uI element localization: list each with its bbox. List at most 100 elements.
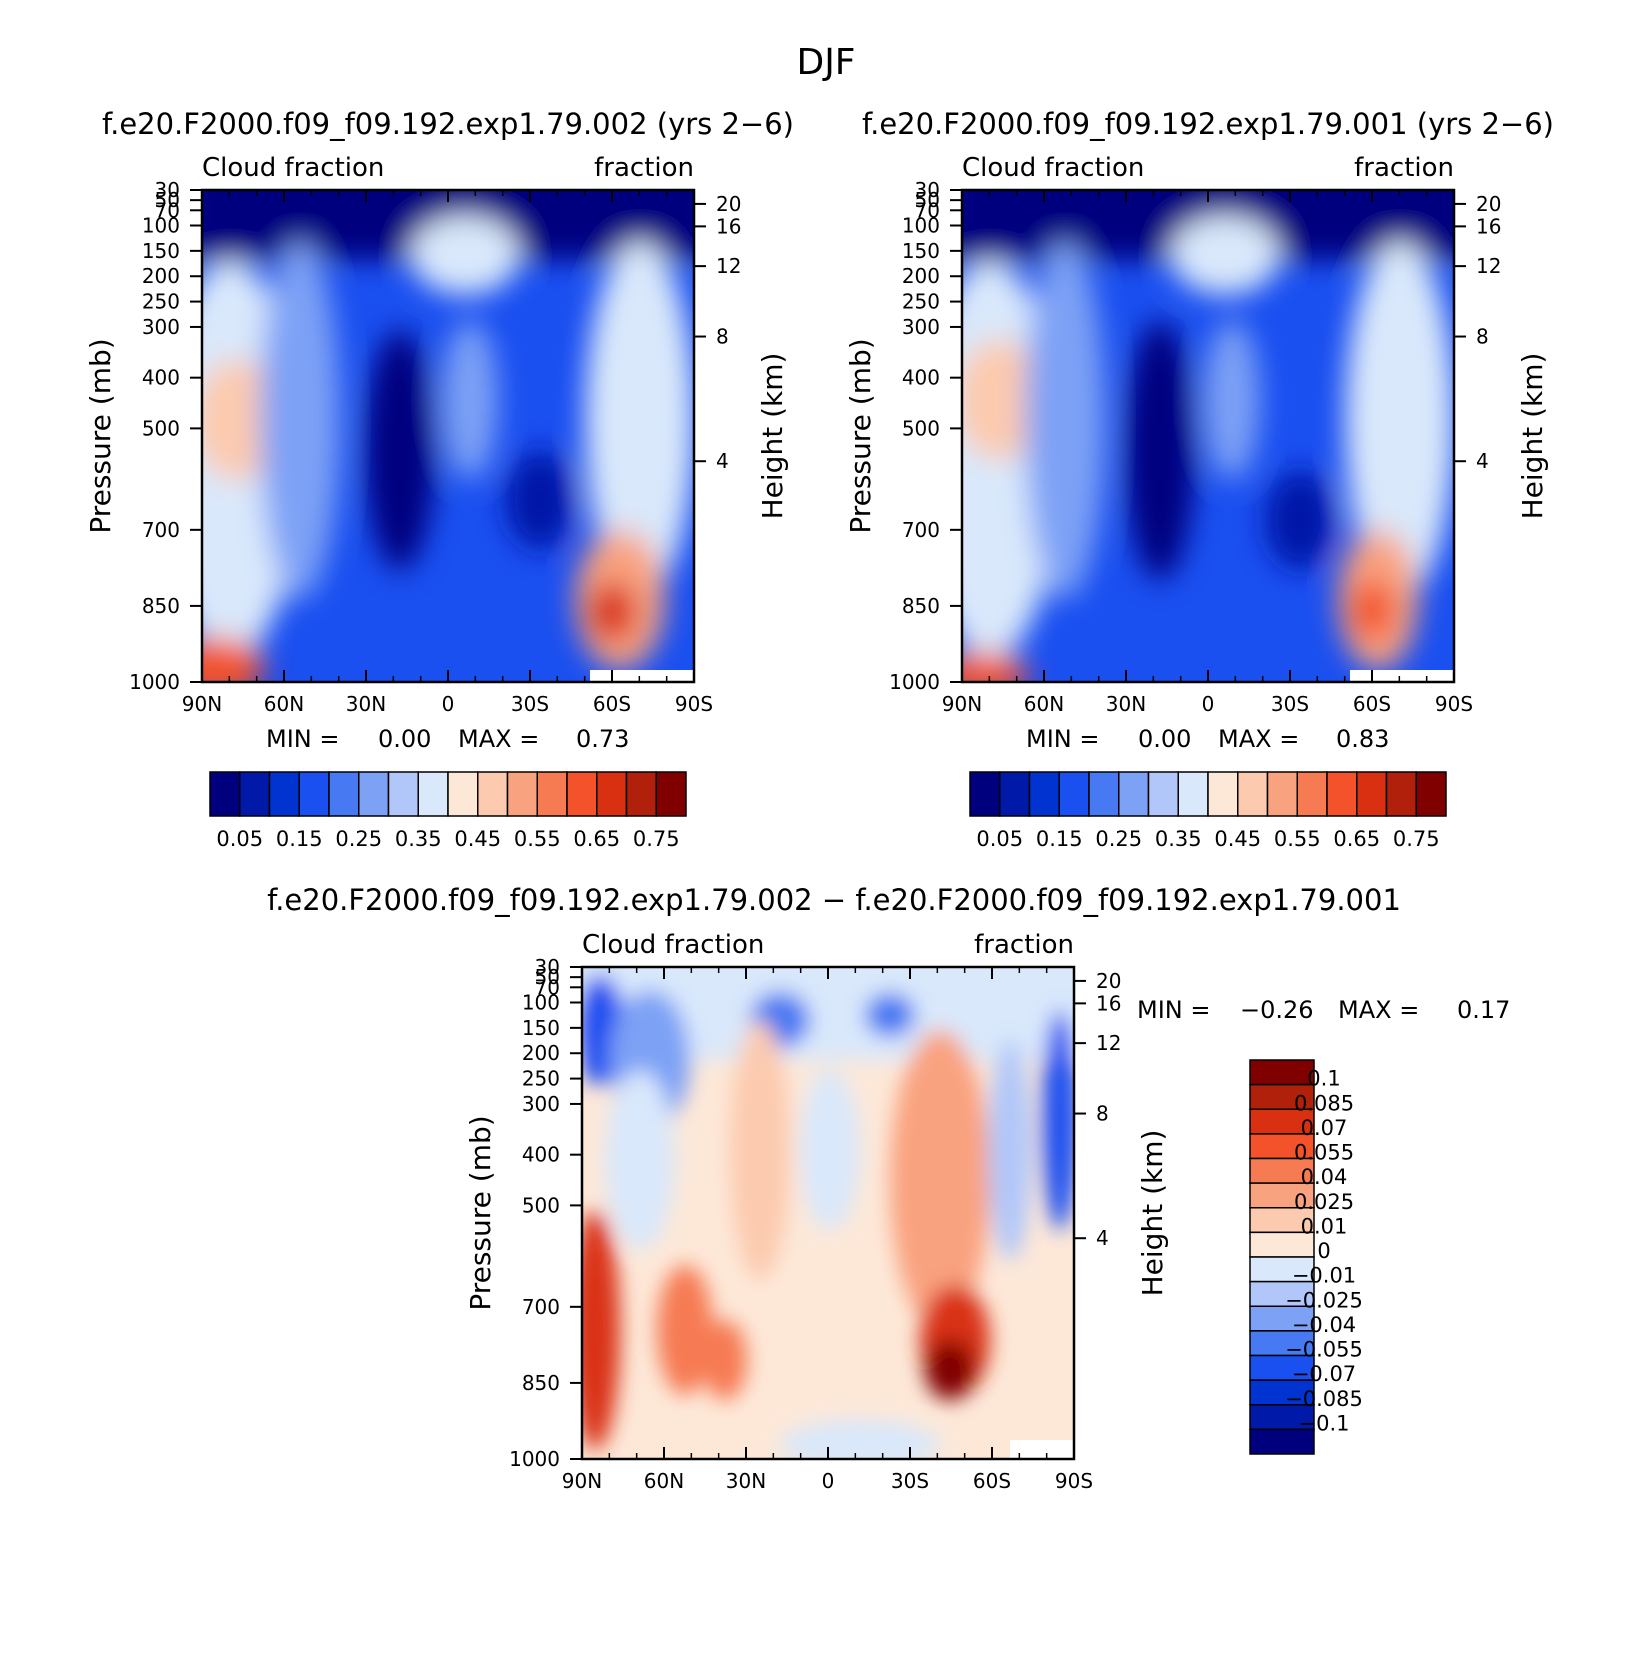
colorbar-label: 0.75 bbox=[633, 827, 680, 851]
x-tick-label: 30S bbox=[1271, 692, 1309, 716]
colorbar: 0.10.0850.070.0550.040.0250.010−0.01−0.0… bbox=[1249, 1059, 1363, 1455]
x-tick-label: 0 bbox=[822, 1469, 835, 1493]
colorbar-swatch bbox=[1249, 1280, 1315, 1307]
colorbar-swatch bbox=[209, 771, 241, 817]
colorbar-swatch bbox=[536, 771, 568, 817]
colorbar-label: 0.75 bbox=[1393, 827, 1440, 851]
y-tick-label: 30 bbox=[915, 178, 940, 202]
panel-model-002: f.e20.F2000.f09_f09.192.exp1.79.002 (yrs… bbox=[84, 107, 794, 851]
colorbar-swatch bbox=[1249, 1157, 1315, 1184]
y-tick-label: 200 bbox=[142, 264, 180, 288]
y-right-tick-label: 20 bbox=[1096, 969, 1121, 993]
y-axis-label: Pressure (mb) bbox=[84, 338, 117, 533]
y-right-tick-label: 12 bbox=[1096, 1031, 1121, 1055]
field-trop-dark bbox=[1125, 320, 1195, 580]
y-tick-label: 250 bbox=[902, 290, 940, 314]
colorbar-label: 0.65 bbox=[573, 827, 620, 851]
colorbar-swatch bbox=[1207, 771, 1239, 817]
field-mid-lightblue bbox=[800, 1070, 860, 1230]
field-eq-band bbox=[1204, 320, 1260, 480]
colorbar-swatch bbox=[1028, 771, 1060, 817]
field-sh-dark bbox=[505, 450, 575, 550]
colorbar-label: 0.65 bbox=[1333, 827, 1380, 851]
colorbar-label: 0 bbox=[1317, 1239, 1330, 1263]
y-tick-label: 70 bbox=[915, 198, 940, 222]
x-tick-label: 60S bbox=[973, 1469, 1011, 1493]
y-tick-label: 200 bbox=[902, 264, 940, 288]
missing-data-mask bbox=[1350, 670, 1454, 682]
y-axis-label: Pressure (mb) bbox=[844, 338, 877, 533]
y-tick-label: 700 bbox=[142, 518, 180, 542]
x-tick-label: 60S bbox=[593, 692, 631, 716]
colorbar-label: 0.15 bbox=[1036, 827, 1083, 851]
x-tick-label: 30S bbox=[511, 692, 549, 716]
min-value: 0.00 bbox=[1138, 725, 1191, 753]
y-tick-label: 150 bbox=[522, 1016, 560, 1040]
y-tick-label: 500 bbox=[522, 1193, 560, 1217]
field-polar-red bbox=[202, 638, 265, 682]
colorbar-label: 0.01 bbox=[1301, 1214, 1348, 1238]
field-sh-core bbox=[588, 582, 636, 642]
x-tick-label: 90N bbox=[182, 692, 222, 716]
colorbar-swatch bbox=[1249, 1379, 1315, 1406]
y-right-tick-label: 16 bbox=[1476, 214, 1501, 238]
panel-title: f.e20.F2000.f09_f09.192.exp1.79.001 (yrs… bbox=[862, 107, 1554, 141]
field-trop-dark bbox=[365, 330, 435, 570]
x-axis: 90N 60N 30N 0 30S 60S 90S bbox=[942, 190, 1473, 716]
x-tick-label: 30N bbox=[1106, 692, 1146, 716]
colorbar-swatch bbox=[625, 771, 657, 817]
y-right-tick-label: 8 bbox=[1476, 325, 1489, 349]
colorbar-swatch bbox=[1296, 771, 1328, 817]
field-sh-blue bbox=[1042, 1010, 1074, 1230]
panel-title: f.e20.F2000.f09_f09.192.exp1.79.002 − f.… bbox=[267, 883, 1401, 917]
field-upper-light bbox=[1170, 215, 1280, 295]
field-nh-orange-2 bbox=[703, 1320, 747, 1400]
colorbar-swatch bbox=[506, 771, 538, 817]
colorbar-swatch bbox=[1249, 1354, 1315, 1381]
colorbar-swatch bbox=[1249, 1256, 1315, 1283]
contour-field bbox=[962, 190, 1454, 682]
y-tick-label: 150 bbox=[142, 239, 180, 263]
y-tick-label: 850 bbox=[902, 594, 940, 618]
max-label: MAX = bbox=[458, 725, 539, 753]
colorbar: 0.05 0.15 0.25 0.35 0.45 0.55 0.65 0.75 bbox=[209, 771, 687, 851]
y-tick-label: 400 bbox=[522, 1143, 560, 1167]
y-right-tick-label: 4 bbox=[716, 449, 729, 473]
x-tick-label: 90S bbox=[675, 692, 713, 716]
y-tick-label: 700 bbox=[522, 1295, 560, 1319]
y-tick-label: 850 bbox=[142, 594, 180, 618]
field-sh-core bbox=[925, 1340, 975, 1400]
colorbar-swatch bbox=[1266, 771, 1298, 817]
y-axis-label: Pressure (mb) bbox=[464, 1115, 497, 1310]
colorbar-label: 0.25 bbox=[335, 827, 382, 851]
colorbar-swatch bbox=[358, 771, 390, 817]
field-sh-light bbox=[585, 240, 694, 600]
y-tick-label: 30 bbox=[535, 955, 560, 979]
colorbar-swatch bbox=[969, 771, 1001, 817]
y-tick-label: 100 bbox=[522, 991, 560, 1015]
field-sh-core bbox=[1350, 580, 1394, 640]
field-mid-peach bbox=[730, 1020, 790, 1280]
colorbar-swatch bbox=[1326, 771, 1358, 817]
y-tick-label: 70 bbox=[535, 975, 560, 999]
field-upper-blue-2 bbox=[865, 993, 915, 1037]
colorbar-label: 0.04 bbox=[1301, 1165, 1348, 1189]
colorbar-swatch bbox=[417, 771, 449, 817]
colorbar-label: 0.55 bbox=[1274, 827, 1321, 851]
colorbar-label: 0.07 bbox=[1301, 1116, 1348, 1140]
y-tick-label: 100 bbox=[902, 214, 940, 238]
colorbar-swatch bbox=[1177, 771, 1209, 817]
y-tick-label: 50 bbox=[155, 188, 180, 212]
missing-data-mask bbox=[590, 670, 694, 682]
colorbar-swatch bbox=[1356, 771, 1388, 817]
y-right-tick-label: 4 bbox=[1096, 1226, 1109, 1250]
y-tick-label: 200 bbox=[522, 1041, 560, 1065]
colorbar-label: −0.025 bbox=[1285, 1288, 1363, 1312]
y-right-tick-label: 20 bbox=[1476, 192, 1501, 216]
colorbar-label: 0.05 bbox=[216, 827, 263, 851]
subtitle-left: Cloud fraction bbox=[582, 930, 764, 960]
colorbar-swatch bbox=[1088, 771, 1120, 817]
field-low-lightblue bbox=[780, 1420, 940, 1459]
y-tick-label: 1000 bbox=[889, 670, 940, 694]
